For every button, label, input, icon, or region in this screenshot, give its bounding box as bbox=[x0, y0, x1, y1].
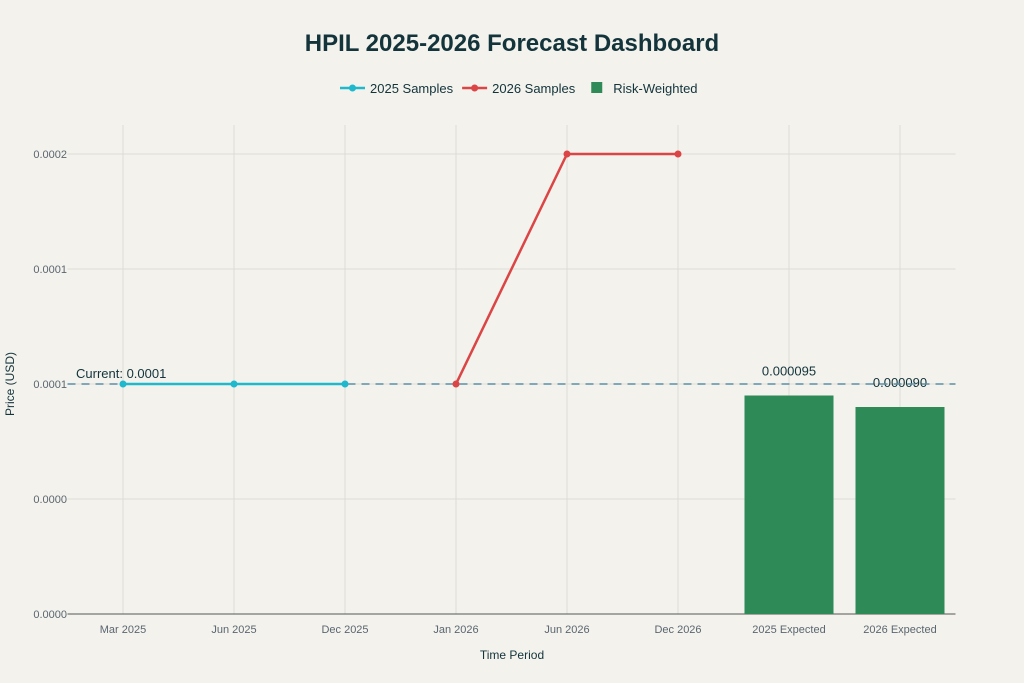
data-point bbox=[563, 150, 571, 158]
legend-marker bbox=[471, 84, 479, 92]
x-tick-label: Jun 2025 bbox=[211, 624, 256, 636]
data-point bbox=[119, 380, 127, 388]
legend-label: 2025 Samples bbox=[370, 81, 454, 96]
y-tick-label: 0.0002 bbox=[33, 149, 67, 161]
x-tick-label: Mar 2025 bbox=[100, 624, 146, 636]
reference-line-label: Current: 0.0001 bbox=[76, 366, 166, 381]
data-point bbox=[230, 380, 238, 388]
y-axis-ticks: 0.0000 0.0000 0.0001 0.0001 0.0002 bbox=[33, 149, 67, 621]
legend-bar-swatch bbox=[591, 82, 603, 93]
y-tick-label: 0.0000 bbox=[33, 494, 67, 506]
y-tick-label: 0.0001 bbox=[33, 264, 67, 276]
series-lines bbox=[119, 150, 682, 388]
x-tick-label: Jan 2026 bbox=[433, 624, 478, 636]
x-tick-label: 2025 Expected bbox=[752, 624, 825, 636]
chart-title: HPIL 2025-2026 Forecast Dashboard bbox=[305, 30, 719, 57]
bar-data-label: 0.000090 bbox=[873, 375, 927, 390]
bar-2026-expected bbox=[855, 407, 945, 614]
reference-line-group: Current: 0.0001 bbox=[67, 366, 956, 385]
y-tick-label: 0.0000 bbox=[33, 609, 67, 621]
bars: 0.000095 0.000090 bbox=[744, 364, 945, 614]
legend: 2025 Samples 2026 Samples Risk-Weighted bbox=[340, 81, 698, 96]
x-axis-ticks: Mar 2025 Jun 2025 Dec 2025 Jan 2026 Jun 2026… bbox=[100, 624, 937, 636]
y-axis-label: Price (USD) bbox=[3, 352, 17, 416]
legend-marker bbox=[349, 84, 356, 92]
x-tick-label: Dec 2025 bbox=[321, 624, 368, 636]
data-point bbox=[341, 380, 349, 388]
y-tick-label: 0.0001 bbox=[33, 379, 67, 391]
bar-data-label: 0.000095 bbox=[762, 364, 816, 379]
x-axis-label: Time Period bbox=[480, 648, 544, 662]
legend-label: Risk-Weighted bbox=[613, 81, 697, 96]
bar-2025-expected bbox=[744, 395, 834, 614]
legend-label: 2026 Samples bbox=[492, 81, 576, 96]
data-point bbox=[452, 380, 460, 388]
data-point bbox=[674, 150, 682, 158]
x-tick-label: Jun 2026 bbox=[544, 624, 589, 636]
x-tick-label: Dec 2026 bbox=[654, 624, 701, 636]
x-tick-label: 2026 Expected bbox=[863, 624, 936, 636]
